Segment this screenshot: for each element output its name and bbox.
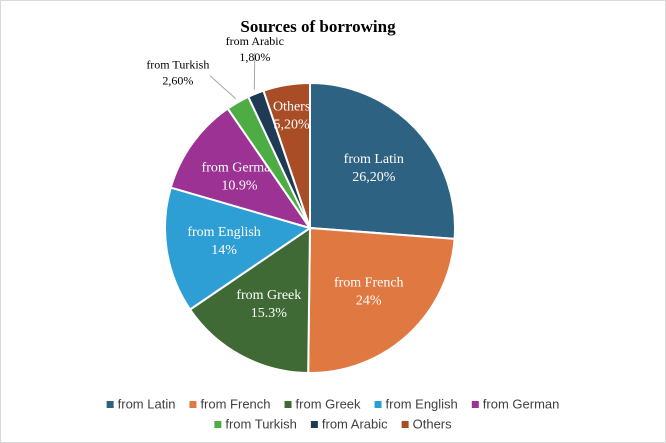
slice-value-label: 10.9% [221,178,258,193]
slice-category-label: from Latin [344,152,404,167]
pie-slice [309,81,456,240]
legend-label: from Latin [118,396,176,411]
legend-label: from German [483,396,560,411]
slice-category-label: from English [187,225,261,240]
legend-label: from Greek [296,396,362,411]
slice-category-label: Others [273,100,310,115]
slice-value-label: 24% [356,293,382,308]
pie-slice [307,226,456,374]
slice-value-label: 1,80% [239,50,270,64]
legend-label: from Arabic [322,416,388,431]
legend-swatch [106,401,114,408]
pie-slice [169,107,313,230]
legend-swatch [284,401,292,408]
slice-category-label: from Greek [236,288,301,303]
legend-swatch [189,401,197,408]
leader-line [209,75,237,100]
pie-slice [262,81,311,229]
pie-slice [188,226,312,375]
legend-label: Others [413,416,453,431]
slice-value-label: 26,20% [352,170,396,185]
slice-value-label: 5,20% [274,118,311,133]
chart-title: Sources of borrowing [240,17,396,36]
legend-label: from French [200,396,270,411]
legend-row: from Turkish from Arabic Others [214,416,452,431]
legend-swatch [214,421,222,428]
legend-label: from Turkish [225,416,297,431]
legend-swatch [401,421,409,428]
slice-category-label: from Turkish [146,57,209,71]
slice-category-label: from German [202,160,278,175]
slice-category-label: from French [334,275,404,290]
slice-value-label: 2,60% [162,73,193,87]
slice-value-label: 15.3% [251,306,288,321]
leader-line [253,52,256,90]
legend-label: from English [386,396,458,411]
legend-row: from Latin from French from Greek from Engl… [106,396,560,411]
legend-swatch [471,401,479,408]
legend-swatch [374,401,382,408]
slice-category-label: from Arabic [226,34,284,48]
slice-value-label: 14% [211,243,237,258]
legend-swatch [310,421,318,428]
